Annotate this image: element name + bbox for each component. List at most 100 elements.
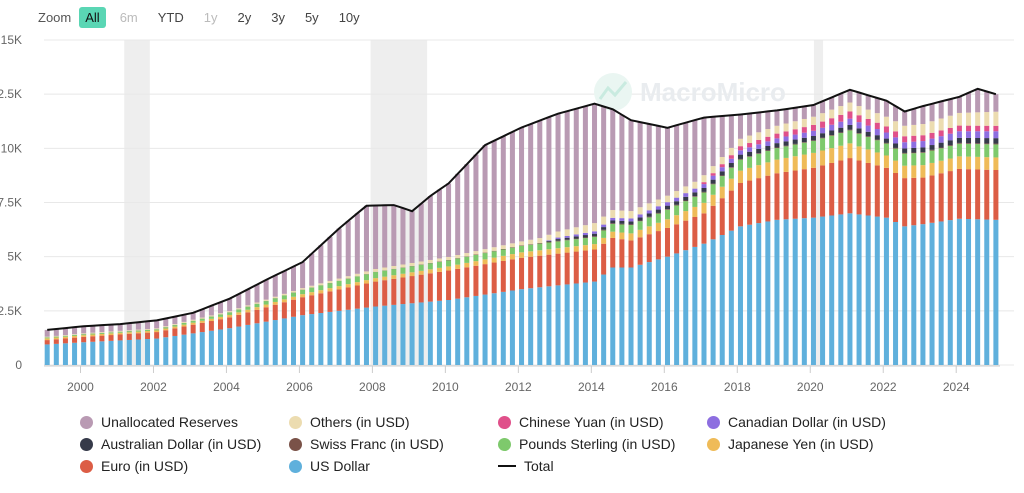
bar-segment-unallocated bbox=[190, 312, 196, 320]
bar-segment-eur bbox=[190, 324, 196, 334]
zoom-ytd-button[interactable]: YTD bbox=[157, 9, 184, 25]
bar-segment-chf bbox=[911, 152, 917, 154]
x-tick-label: 2000 bbox=[67, 380, 94, 394]
bar-segment-jpy bbox=[555, 248, 561, 254]
bar-segment-unallocated bbox=[810, 105, 816, 117]
bar-segment-jpy bbox=[409, 272, 415, 277]
legend-item-unallocated[interactable]: Unallocated Reserves bbox=[80, 414, 238, 430]
bar-segment-chf bbox=[820, 137, 826, 139]
bar-segment-eur bbox=[482, 264, 488, 295]
bar-segment-jpy bbox=[683, 211, 689, 221]
legend-item-cny[interactable]: Chinese Yuan (in USD) bbox=[498, 414, 663, 430]
bar-segment-unallocated bbox=[62, 328, 68, 336]
bar-segment-eur bbox=[154, 332, 160, 339]
legend-item-jpy[interactable]: Japanese Yen (in USD) bbox=[707, 436, 874, 452]
bar-segment-unallocated bbox=[163, 318, 169, 327]
bar-segment-cny bbox=[838, 114, 844, 122]
bar-segment-usd bbox=[108, 340, 114, 365]
bar-stack bbox=[90, 325, 96, 365]
bar-segment-jpy bbox=[756, 165, 762, 179]
bar-segment-chf bbox=[920, 152, 926, 153]
bar-segment-jpy bbox=[947, 158, 953, 172]
bar-segment-others bbox=[181, 321, 187, 323]
bar-segment-gbp bbox=[254, 303, 260, 308]
bar-segment-chf bbox=[528, 244, 534, 245]
bar-segment-usd bbox=[610, 267, 616, 365]
bar-segment-eur bbox=[683, 220, 689, 251]
legend-item-gbp[interactable]: Pounds Sterling (in USD) bbox=[498, 436, 675, 452]
bar-segment-eur bbox=[966, 169, 972, 220]
bar-segment-usd bbox=[254, 323, 260, 365]
bar-segment-cny bbox=[993, 125, 999, 132]
bar-segment-cny bbox=[765, 136, 771, 142]
legend-label: Australian Dollar (in USD) bbox=[101, 436, 262, 452]
bar-segment-eur bbox=[737, 183, 743, 227]
bar-segment-usd bbox=[181, 334, 187, 365]
bar-segment-usd bbox=[117, 340, 123, 365]
bar-segment-aud bbox=[838, 127, 844, 133]
legend-item-others[interactable]: Others (in USD) bbox=[289, 414, 410, 430]
bar-segment-usd bbox=[838, 214, 844, 365]
bar-segment-eur bbox=[72, 337, 78, 343]
bar-segment-cny bbox=[737, 146, 743, 151]
x-tick-label: 2002 bbox=[140, 380, 167, 394]
bar-segment-unallocated bbox=[44, 329, 50, 337]
zoom-6m-button[interactable]: 6m bbox=[119, 9, 138, 25]
legend-item-total[interactable]: Total bbox=[498, 458, 554, 474]
bar-segment-usd bbox=[810, 217, 816, 365]
bar-segment-others bbox=[838, 106, 844, 115]
bar-segment-eur bbox=[382, 280, 388, 306]
bar-segment-others bbox=[300, 288, 306, 290]
zoom-2y-button[interactable]: 2y bbox=[237, 9, 252, 25]
legend-dot bbox=[289, 415, 302, 429]
bar-segment-usd bbox=[519, 289, 525, 365]
bar-segment-jpy bbox=[984, 157, 990, 170]
bar-segment-jpy bbox=[382, 276, 388, 281]
bar-segment-others bbox=[628, 211, 634, 219]
bar-segment-others bbox=[810, 116, 816, 125]
bar-segment-usd bbox=[218, 329, 224, 365]
legend-item-aud[interactable]: Australian Dollar (in USD) bbox=[80, 436, 261, 452]
bar-segment-jpy bbox=[309, 292, 315, 296]
zoom-10y-button[interactable]: 10y bbox=[338, 9, 360, 25]
bar-segment-usd bbox=[281, 318, 287, 365]
bar-segment-cny bbox=[902, 136, 908, 143]
bar-segment-gbp bbox=[719, 176, 725, 187]
zoom-1y-button[interactable]: 1y bbox=[203, 9, 218, 25]
bar-segment-usd bbox=[163, 337, 169, 365]
bar-segment-jpy bbox=[929, 162, 935, 176]
bar-segment-jpy bbox=[500, 255, 506, 261]
bar-segment-jpy bbox=[227, 314, 233, 318]
zoom-all-button[interactable]: All bbox=[79, 6, 106, 28]
legend-item-chf[interactable]: Swiss Franc (in USD) bbox=[289, 436, 444, 452]
bar-segment-eur bbox=[911, 177, 917, 226]
bar-segment-jpy bbox=[710, 194, 716, 206]
legend-item-eur[interactable]: Euro (in USD) bbox=[80, 458, 188, 474]
bar-segment-eur bbox=[163, 330, 169, 338]
bar-segment-jpy bbox=[327, 288, 333, 292]
bar-stack bbox=[327, 236, 333, 365]
bar-segment-unallocated bbox=[172, 316, 178, 325]
bar-segment-cad bbox=[993, 131, 999, 139]
bar-stack bbox=[145, 321, 151, 365]
bar-segment-gbp bbox=[199, 318, 205, 321]
bar-segment-aud bbox=[883, 138, 889, 143]
bar-segment-unallocated bbox=[619, 114, 625, 211]
bar-stack bbox=[737, 114, 743, 365]
bar-segment-gbp bbox=[400, 267, 406, 274]
bar-segment-gbp bbox=[737, 159, 743, 171]
bar-segment-eur bbox=[719, 198, 725, 235]
bar-segment-aud bbox=[719, 171, 725, 176]
bar-segment-gbp bbox=[829, 135, 835, 149]
zoom-5y-button[interactable]: 5y bbox=[304, 9, 319, 25]
bar-segment-others bbox=[62, 335, 68, 336]
bar-segment-chf bbox=[701, 191, 707, 193]
bar-stack bbox=[993, 94, 999, 365]
bar-segment-unallocated bbox=[345, 220, 351, 277]
bar-segment-chf bbox=[810, 140, 816, 141]
legend-item-usd[interactable]: US Dollar bbox=[289, 458, 370, 474]
bar-segment-gbp bbox=[573, 239, 579, 247]
bar-segment-cny bbox=[966, 125, 972, 132]
zoom-3y-button[interactable]: 3y bbox=[271, 9, 285, 25]
legend-item-cad[interactable]: Canadian Dollar (in USD) bbox=[707, 414, 886, 430]
